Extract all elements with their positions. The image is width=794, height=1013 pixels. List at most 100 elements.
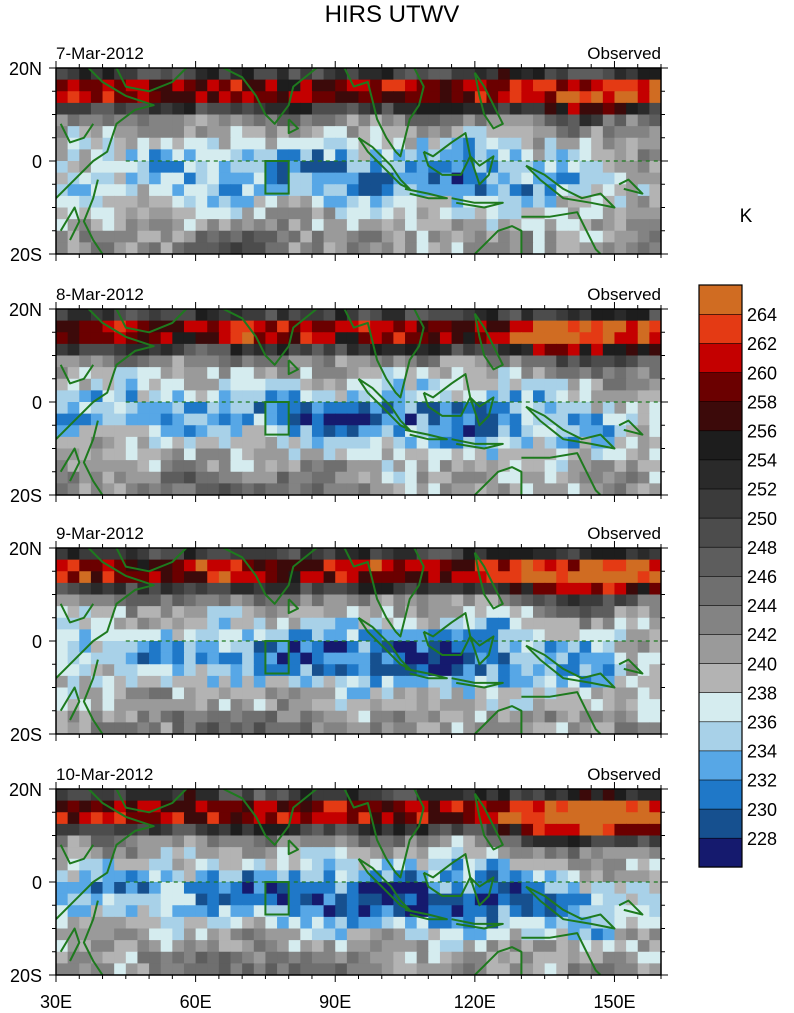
heatmap-cell: [218, 699, 232, 712]
heatmap-cell: [637, 823, 650, 837]
heatmap-cell: [102, 114, 115, 127]
heatmap-cell: [533, 629, 546, 642]
heatmap-cell: [346, 402, 360, 415]
heatmap-cell: [137, 664, 150, 677]
heatmap-cell: [90, 571, 104, 584]
colorbar-label: 258: [747, 392, 777, 412]
heatmap-cell: [183, 219, 197, 232]
heatmap-cell: [393, 91, 406, 104]
heatmap-cell: [195, 402, 208, 415]
heatmap-cell: [137, 893, 150, 906]
heatmap-cell: [393, 675, 406, 689]
heatmap-cell: [428, 471, 441, 484]
heatmap-cell: [405, 722, 418, 734]
heatmap-cell: [637, 652, 650, 665]
coastline: [473, 793, 504, 851]
heatmap-cell: [439, 823, 453, 837]
heatmap-cell: [381, 835, 394, 848]
heatmap-cell: [649, 664, 661, 677]
heatmap-cell: [335, 951, 348, 964]
heatmap-cell: [474, 207, 488, 220]
heatmap-cell: [626, 559, 639, 572]
heatmap-cell: [114, 847, 127, 860]
heatmap-cell: [207, 722, 220, 734]
heatmap-cell: [195, 483, 208, 495]
heatmap-cell: [579, 355, 592, 368]
heatmap-cell: [393, 184, 406, 197]
heatmap-cell: [567, 858, 581, 871]
heatmap-cell: [358, 402, 371, 415]
heatmap-cell: [428, 126, 441, 139]
heatmap-cell: [614, 402, 627, 415]
heatmap-cell: [218, 91, 232, 104]
heatmap-cell: [137, 390, 150, 403]
colorbar-swatch: [698, 342, 743, 373]
heatmap-cell: [381, 114, 394, 127]
heatmap-cell: [346, 652, 360, 665]
heatmap-cell: [56, 114, 69, 127]
heatmap-cell: [451, 149, 464, 162]
heatmap-cell: [428, 951, 441, 964]
heatmap-cell: [102, 963, 115, 975]
heatmap-cell: [288, 722, 301, 734]
heatmap-cell: [381, 893, 394, 906]
heatmap-cell: [463, 102, 476, 116]
heatmap-cell: [591, 161, 604, 174]
heatmap-cell: [451, 460, 464, 473]
heatmap-cell: [277, 161, 290, 174]
heatmap-cell: [463, 905, 476, 918]
heatmap-cell: [498, 664, 511, 677]
heatmap-cell: [335, 230, 348, 243]
heatmap-cell: [288, 242, 301, 254]
heatmap-cell: [242, 172, 255, 185]
heatmap-cell: [160, 137, 173, 150]
heatmap-cell: [451, 963, 464, 975]
heatmap-cell: [160, 378, 173, 391]
heatmap-cell: [579, 172, 592, 185]
heatmap-cell: [614, 699, 627, 712]
heatmap-cell: [102, 928, 115, 941]
heatmap-cell: [335, 617, 348, 630]
heatmap-cell: [405, 548, 418, 561]
heatmap-cell: [172, 928, 185, 941]
heatmap-cell: [533, 835, 546, 848]
heatmap-cell: [463, 664, 476, 677]
heatmap-cell: [428, 963, 441, 975]
heatmap-cell: [544, 195, 557, 209]
heatmap-cell: [498, 571, 511, 584]
heatmap-cell: [533, 963, 546, 975]
heatmap-cell: [311, 940, 325, 953]
heatmap-cell: [335, 847, 348, 860]
heatmap-cell: [160, 710, 173, 723]
heatmap-cell: [56, 242, 69, 254]
heatmap-cell: [474, 367, 488, 380]
heatmap-cell: [56, 332, 69, 345]
heatmap-cell: [265, 823, 278, 837]
heatmap-cell: [381, 448, 394, 461]
heatmap-cell: [567, 870, 581, 883]
heatmap-cell: [451, 789, 464, 802]
heatmap-cell: [637, 951, 650, 964]
heatmap-cell: [56, 847, 69, 860]
heatmap-cell: [160, 448, 173, 461]
heatmap-cell: [358, 471, 371, 484]
heatmap-cell: [533, 309, 546, 322]
heatmap-cell: [358, 606, 371, 619]
heatmap-cell: [253, 332, 267, 345]
heatmap-cell: [439, 91, 453, 104]
heatmap-cell: [277, 800, 290, 813]
heatmap-cell: [230, 893, 243, 906]
heatmap-cell: [649, 617, 661, 630]
heatmap-cell: [346, 617, 360, 630]
heatmap-cell: [533, 137, 546, 150]
heatmap-cell: [172, 582, 185, 596]
heatmap-cell: [114, 664, 127, 677]
heatmap-cell: [416, 905, 429, 918]
heatmap-cell: [183, 617, 197, 630]
heatmap-cell: [125, 184, 139, 197]
heatmap-cell: [428, 378, 441, 391]
heatmap-cell: [509, 905, 522, 918]
heatmap-cell: [498, 378, 511, 391]
heatmap-cell: [218, 425, 232, 438]
heatmap-cell: [218, 823, 232, 837]
